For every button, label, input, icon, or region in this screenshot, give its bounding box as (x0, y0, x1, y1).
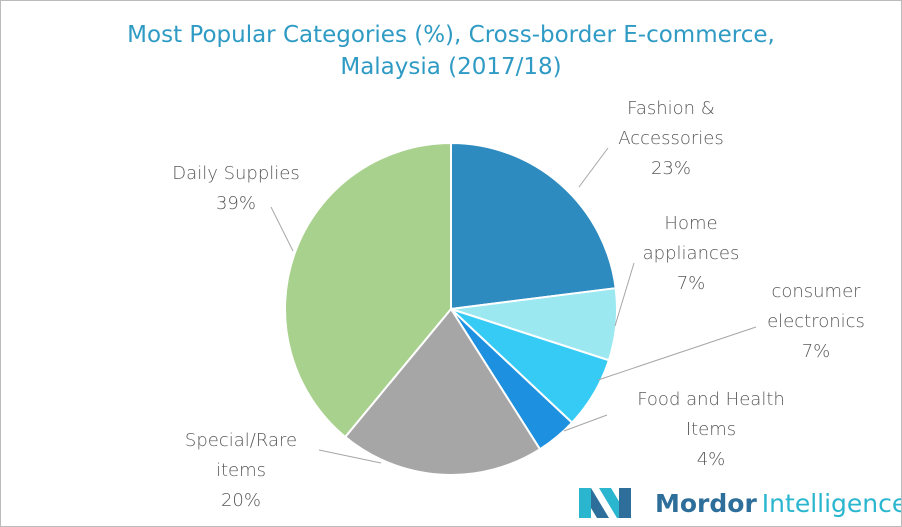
chart-title: Most Popular Categories (%), Cross-borde… (127, 22, 775, 80)
leader-line (270, 206, 294, 252)
leader-line (563, 414, 608, 432)
value-label: 20% (220, 490, 261, 511)
category-label: consumer electronics (767, 281, 865, 332)
data-label: Special/Rare items 20% (181, 426, 301, 516)
category-label: Daily Supplies (172, 163, 300, 184)
category-label: Fashion & Accessories (618, 98, 724, 149)
value-label: 7% (676, 273, 706, 294)
value-label: 7% (801, 341, 831, 362)
data-label: Food and Health Items 4% (621, 385, 801, 475)
pie-slice (343, 307, 542, 476)
logo-text: Intelligence (761, 488, 902, 518)
logo-text: Mordor (655, 488, 757, 518)
value-label: 39% (215, 193, 256, 214)
leader-line (597, 326, 757, 381)
value-label: 23% (650, 158, 691, 179)
data-label: Home appliances 7% (631, 209, 751, 299)
data-label: consumer electronics 7% (756, 277, 876, 367)
logo-icon (579, 488, 631, 518)
pie-slice (450, 141, 617, 311)
category-label: Special/Rare items (184, 430, 298, 481)
leader-line (614, 262, 635, 327)
category-label: Home appliances (642, 213, 740, 264)
data-label: Daily Supplies 39% (161, 159, 311, 219)
data-label: Fashion & Accessories 23% (601, 94, 741, 184)
category-label: Food and Health Items (637, 389, 785, 440)
logo: Mordor Intelligence (579, 483, 902, 523)
value-label: 4% (696, 449, 726, 470)
leader-line (578, 147, 609, 188)
leader-line (318, 449, 382, 464)
pie-slice (284, 141, 452, 439)
